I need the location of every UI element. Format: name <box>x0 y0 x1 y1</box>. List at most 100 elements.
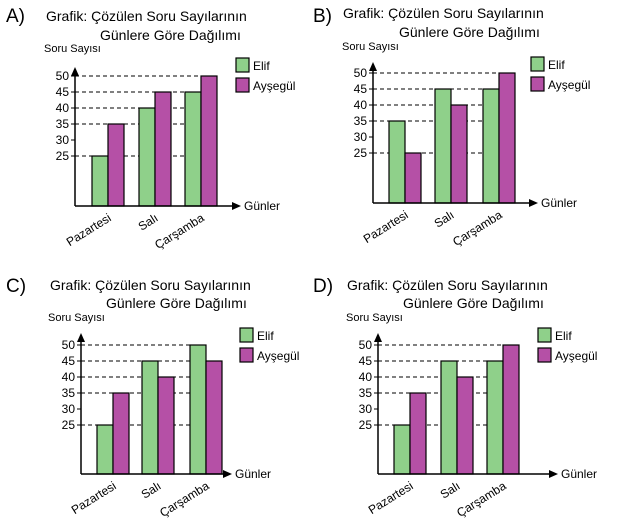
chart-title-line-1: Grafik: Çözülen Soru Sayılarının <box>50 277 251 293</box>
y-tick-label-40: 40 <box>354 98 368 112</box>
y-tick-label-35: 35 <box>56 117 70 131</box>
y-tick-label-35: 35 <box>62 386 76 400</box>
y-tick-label-40: 40 <box>359 370 373 384</box>
y-tick-label-50: 50 <box>62 338 76 352</box>
legend-label-aysegul: Ayşegül <box>253 79 295 93</box>
chart-title-line-2: Günlere Göre Dağılımı <box>100 27 241 43</box>
chart-panel-b: B) Grafik: Çözülen Soru Sayılarının Günler… <box>313 5 590 249</box>
option-letter: D) <box>313 276 333 297</box>
chart-title-line-1: Grafik: Çözülen Soru Sayılarının <box>347 277 548 293</box>
y-tick-label-45: 45 <box>359 354 373 368</box>
legend-label-elif: Elif <box>548 58 565 72</box>
chart-panel-c: C) Grafik: Çözülen Soru Sayılarının Günler… <box>6 276 299 520</box>
y-tick-label-30: 30 <box>62 402 76 416</box>
category-label-çarşamba: Çarşamba <box>157 479 212 520</box>
bar-aysegul-çarşamba <box>498 72 516 204</box>
y-tick-label-40: 40 <box>62 370 76 384</box>
x-axis-arrow-icon <box>223 470 232 478</box>
y-tick-label-35: 35 <box>354 114 368 128</box>
option-letter: A) <box>6 6 25 27</box>
chart-title-line-2: Günlere Göre Dağılımı <box>399 24 540 40</box>
y-tick-label-30: 30 <box>56 133 70 147</box>
y-tick-label-25: 25 <box>62 418 76 432</box>
legend-swatch-elif <box>239 327 254 343</box>
bar-elif-pazartesi <box>91 155 109 207</box>
y-tick-label-25: 25 <box>354 146 368 160</box>
x-axis-label: Günler <box>235 467 271 481</box>
legend-label-aysegul: Ayşegül <box>555 349 597 363</box>
y-tick-label-50: 50 <box>56 69 70 83</box>
bar-aysegul-salı <box>450 104 468 204</box>
category-label-çarşamba: Çarşamba <box>450 208 505 249</box>
category-label-pazartesi: Pazartesi <box>69 479 119 517</box>
legend-label-aysegul: Ayşegül <box>548 78 590 92</box>
bar-aysegul-salı <box>154 91 172 207</box>
category-label-çarşamba: Çarşamba <box>454 479 509 520</box>
x-axis-arrow-icon <box>529 199 538 207</box>
bar-elif-salı <box>141 360 159 475</box>
category-label-pazartesi: Pazartesi <box>361 208 411 246</box>
bar-elif-salı <box>440 360 458 475</box>
chart-title-line-2: Günlere Göre Dağılımı <box>106 295 247 311</box>
legend-swatch-aysegul <box>537 347 552 363</box>
bar-aysegul-pazartesi <box>404 152 422 204</box>
chart-panel-d: D) Grafik: Çözülen Soru Sayılarının Günler… <box>313 276 597 520</box>
y-tick-label-45: 45 <box>56 85 70 99</box>
x-axis-label: Günler <box>561 467 597 481</box>
bar-aysegul-çarşamba <box>205 360 223 475</box>
y-tick-label-35: 35 <box>359 386 373 400</box>
y-tick-label-30: 30 <box>359 402 373 416</box>
y-tick-label-30: 30 <box>354 130 368 144</box>
legend-swatch-elif <box>537 327 552 343</box>
bar-elif-çarşamba <box>482 88 500 204</box>
chart-panel-a: A) Grafik: Çözülen Soru Sayılarının Günler… <box>6 6 295 252</box>
category-label-pazartesi: Pazartesi <box>64 211 114 249</box>
legend-label-elif: Elif <box>555 329 572 343</box>
bar-aysegul-salı <box>157 376 175 475</box>
legend-label-aysegul: Ayşegül <box>257 349 299 363</box>
y-axis-label: Soru Sayısı <box>346 312 403 324</box>
y-axis-arrow-icon <box>71 67 79 76</box>
x-axis-arrow-icon <box>232 202 241 210</box>
x-axis-label: Günler <box>244 199 280 213</box>
legend-label-elif: Elif <box>253 59 270 73</box>
category-label-çarşamba: Çarşamba <box>152 211 207 252</box>
bar-elif-çarşamba <box>184 91 202 207</box>
y-tick-label-45: 45 <box>62 354 76 368</box>
bar-elif-çarşamba <box>486 360 504 475</box>
y-axis-label: Soru Sayısı <box>44 43 101 55</box>
y-tick-label-25: 25 <box>56 149 70 163</box>
legend-swatch-aysegul <box>239 347 254 363</box>
chart-title-line-2: Günlere Göre Dağılımı <box>403 295 544 311</box>
category-label-salı: Salı <box>432 208 457 231</box>
category-label-salı: Salı <box>136 211 161 234</box>
x-axis-arrow-icon <box>549 470 558 478</box>
y-tick-label-50: 50 <box>354 66 368 80</box>
y-axis-label: Soru Sayısı <box>342 41 399 53</box>
bar-aysegul-çarşamba <box>200 75 218 207</box>
y-axis-label: Soru Sayısı <box>48 312 105 324</box>
chart-title-line-1: Grafik: Çözülen Soru Sayılarının <box>343 5 544 21</box>
bar-aysegul-pazartesi <box>107 123 125 207</box>
y-tick-label-45: 45 <box>354 82 368 96</box>
y-tick-label-25: 25 <box>359 418 373 432</box>
bar-aysegul-pazartesi <box>112 392 130 475</box>
category-label-salı: Salı <box>139 479 164 502</box>
bar-elif-pazartesi <box>96 424 114 475</box>
y-tick-label-40: 40 <box>56 101 70 115</box>
y-axis-arrow-icon <box>369 62 377 71</box>
chart-title-line-1: Grafik: Çözülen Soru Sayılarının <box>46 8 247 24</box>
legend-label-elif: Elif <box>257 329 274 343</box>
bar-elif-çarşamba <box>189 344 207 475</box>
category-label-salı: Salı <box>438 479 463 502</box>
bar-elif-pazartesi <box>388 120 406 204</box>
bar-elif-salı <box>138 107 156 207</box>
legend-swatch-elif <box>235 57 250 73</box>
y-axis-arrow-icon <box>77 333 85 342</box>
y-axis-arrow-icon <box>374 333 382 342</box>
bar-aysegul-salı <box>456 376 474 475</box>
legend-swatch-aysegul <box>530 76 545 92</box>
bar-aysegul-pazartesi <box>409 392 427 475</box>
x-axis-label: Günler <box>541 196 577 210</box>
